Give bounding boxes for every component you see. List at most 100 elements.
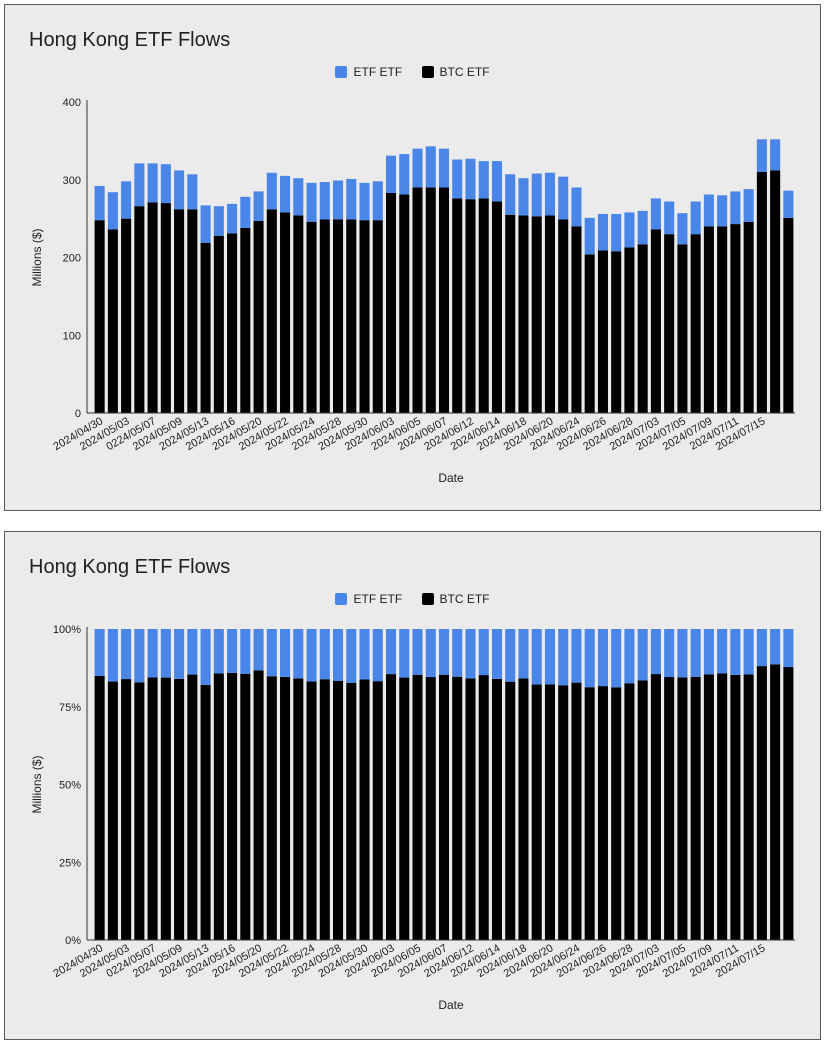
bar-etf-etf (664, 629, 675, 678)
bar-etf-etf (412, 148, 423, 188)
bar-etf-etf (690, 629, 701, 678)
bar-btc-etf (650, 674, 661, 940)
bar-etf-etf (306, 182, 317, 222)
y-tick-label: 75% (59, 702, 81, 714)
bar-btc-etf (359, 220, 370, 413)
bar-btc-etf (730, 224, 741, 413)
bar-etf-etf (624, 212, 635, 248)
bar-btc-etf (319, 219, 330, 413)
bar-btc-etf (743, 221, 754, 413)
bar-btc-etf (372, 681, 383, 940)
bar-btc-etf (227, 672, 238, 940)
legend-item-btc[interactable]: BTC ETF (421, 65, 490, 79)
bar-btc-etf (266, 209, 277, 413)
bar-btc-etf (385, 674, 397, 940)
bar-btc-etf (306, 681, 317, 940)
bar-etf-etf (385, 155, 397, 193)
bar-btc-etf (544, 684, 555, 940)
bar-etf-etf (597, 629, 608, 687)
y-tick-label: 100% (53, 624, 81, 636)
bar-btc-etf (505, 681, 516, 940)
bar-btc-etf (293, 215, 304, 413)
bar-etf-etf (531, 629, 542, 685)
bar-etf-etf (121, 629, 132, 680)
bar-btc-etf (452, 676, 463, 940)
bar-btc-etf (213, 235, 224, 413)
bar-etf-etf (611, 213, 622, 252)
bar-etf-etf (505, 174, 516, 215)
bar-etf-etf (452, 629, 463, 677)
bar-btc-etf (690, 234, 701, 413)
legend-label-etf: ETF ETF (353, 592, 403, 606)
bar-etf-etf (372, 181, 383, 221)
bar-etf-etf (465, 158, 476, 200)
bar-etf-etf (690, 201, 701, 235)
bar-btc-etf (584, 254, 595, 413)
chart-panel-percent: Hong Kong ETF Flows ETF ETF BTC ETF 0% 25… (4, 531, 821, 1040)
bar-etf-etf (107, 629, 118, 682)
bar-etf-etf (756, 139, 767, 172)
bar-btc-etf (187, 674, 198, 940)
bar-etf-etf (293, 629, 304, 679)
bar-btc-etf (717, 226, 728, 413)
bar-etf-etf (650, 629, 661, 675)
bar-etf-etf (783, 190, 794, 218)
bar-etf-etf (756, 629, 767, 667)
bar-etf-etf (187, 629, 198, 675)
bar-btc-etf (399, 194, 410, 413)
bar-btc-etf (438, 674, 450, 940)
y-axis-title: Millions ($) (30, 755, 44, 813)
bar-btc-etf (147, 677, 158, 940)
x-axis-title: Date (438, 998, 464, 1012)
legend-item-btc[interactable]: BTC ETF (421, 592, 490, 606)
bar-etf-etf (200, 205, 211, 243)
chart-panel-absolute: Hong Kong ETF Flows ETF ETF BTC ETF 0 100… (4, 4, 821, 511)
bar-btc-etf (359, 679, 370, 940)
bar-etf-etf (452, 159, 463, 199)
bar-etf-etf (399, 629, 410, 678)
bar-etf-etf (266, 172, 277, 210)
bar-etf-etf (584, 629, 595, 688)
bar-etf-etf (147, 629, 158, 678)
bar-etf-etf (94, 185, 105, 221)
x-axis-title: Date (438, 471, 464, 485)
legend-label-btc: BTC ETF (439, 592, 490, 606)
legend-label-btc: BTC ETF (439, 65, 490, 79)
bar-btc-etf (783, 217, 794, 413)
bar-btc-etf (491, 678, 503, 940)
bar-etf-etf (293, 178, 304, 216)
bar-etf-etf (227, 629, 238, 673)
bar-btc-etf (240, 227, 251, 413)
bar-etf-etf (160, 629, 171, 678)
bar-etf-etf (134, 629, 145, 683)
bar-etf-etf (531, 173, 542, 217)
bar-btc-etf (385, 192, 397, 413)
bar-etf-etf (717, 629, 728, 674)
bar-btc-etf (280, 676, 291, 940)
bar-btc-etf (121, 679, 132, 940)
bar-etf-etf (637, 210, 648, 245)
legend-item-etf[interactable]: ETF ETF (335, 592, 402, 606)
bar-etf-etf (147, 163, 158, 203)
bar-btc-etf (730, 674, 741, 940)
bar-btc-etf (584, 687, 595, 940)
y-tick-label: 0 (75, 408, 81, 420)
bar-btc-etf (703, 226, 714, 413)
bar-etf-etf (544, 172, 555, 216)
bar-etf-etf (491, 629, 503, 679)
bar-etf-etf (227, 203, 238, 234)
bar-btc-etf (637, 244, 648, 413)
bar-etf-etf (121, 181, 132, 219)
bar-btc-etf (399, 677, 410, 940)
bar-btc-etf (346, 219, 357, 413)
bar-btc-etf (677, 244, 688, 413)
legend-item-etf[interactable]: ETF ETF (335, 65, 402, 79)
bar-etf-etf (677, 629, 688, 678)
bar-btc-etf (465, 199, 476, 413)
bar-etf-etf (346, 629, 357, 683)
bar-btc-etf (200, 242, 211, 413)
y-axis-title: Millions ($) (30, 228, 44, 286)
bar-btc-etf (531, 216, 542, 413)
chart-legend: ETF ETF BTC ETF (5, 592, 820, 606)
bar-etf-etf (558, 176, 569, 220)
